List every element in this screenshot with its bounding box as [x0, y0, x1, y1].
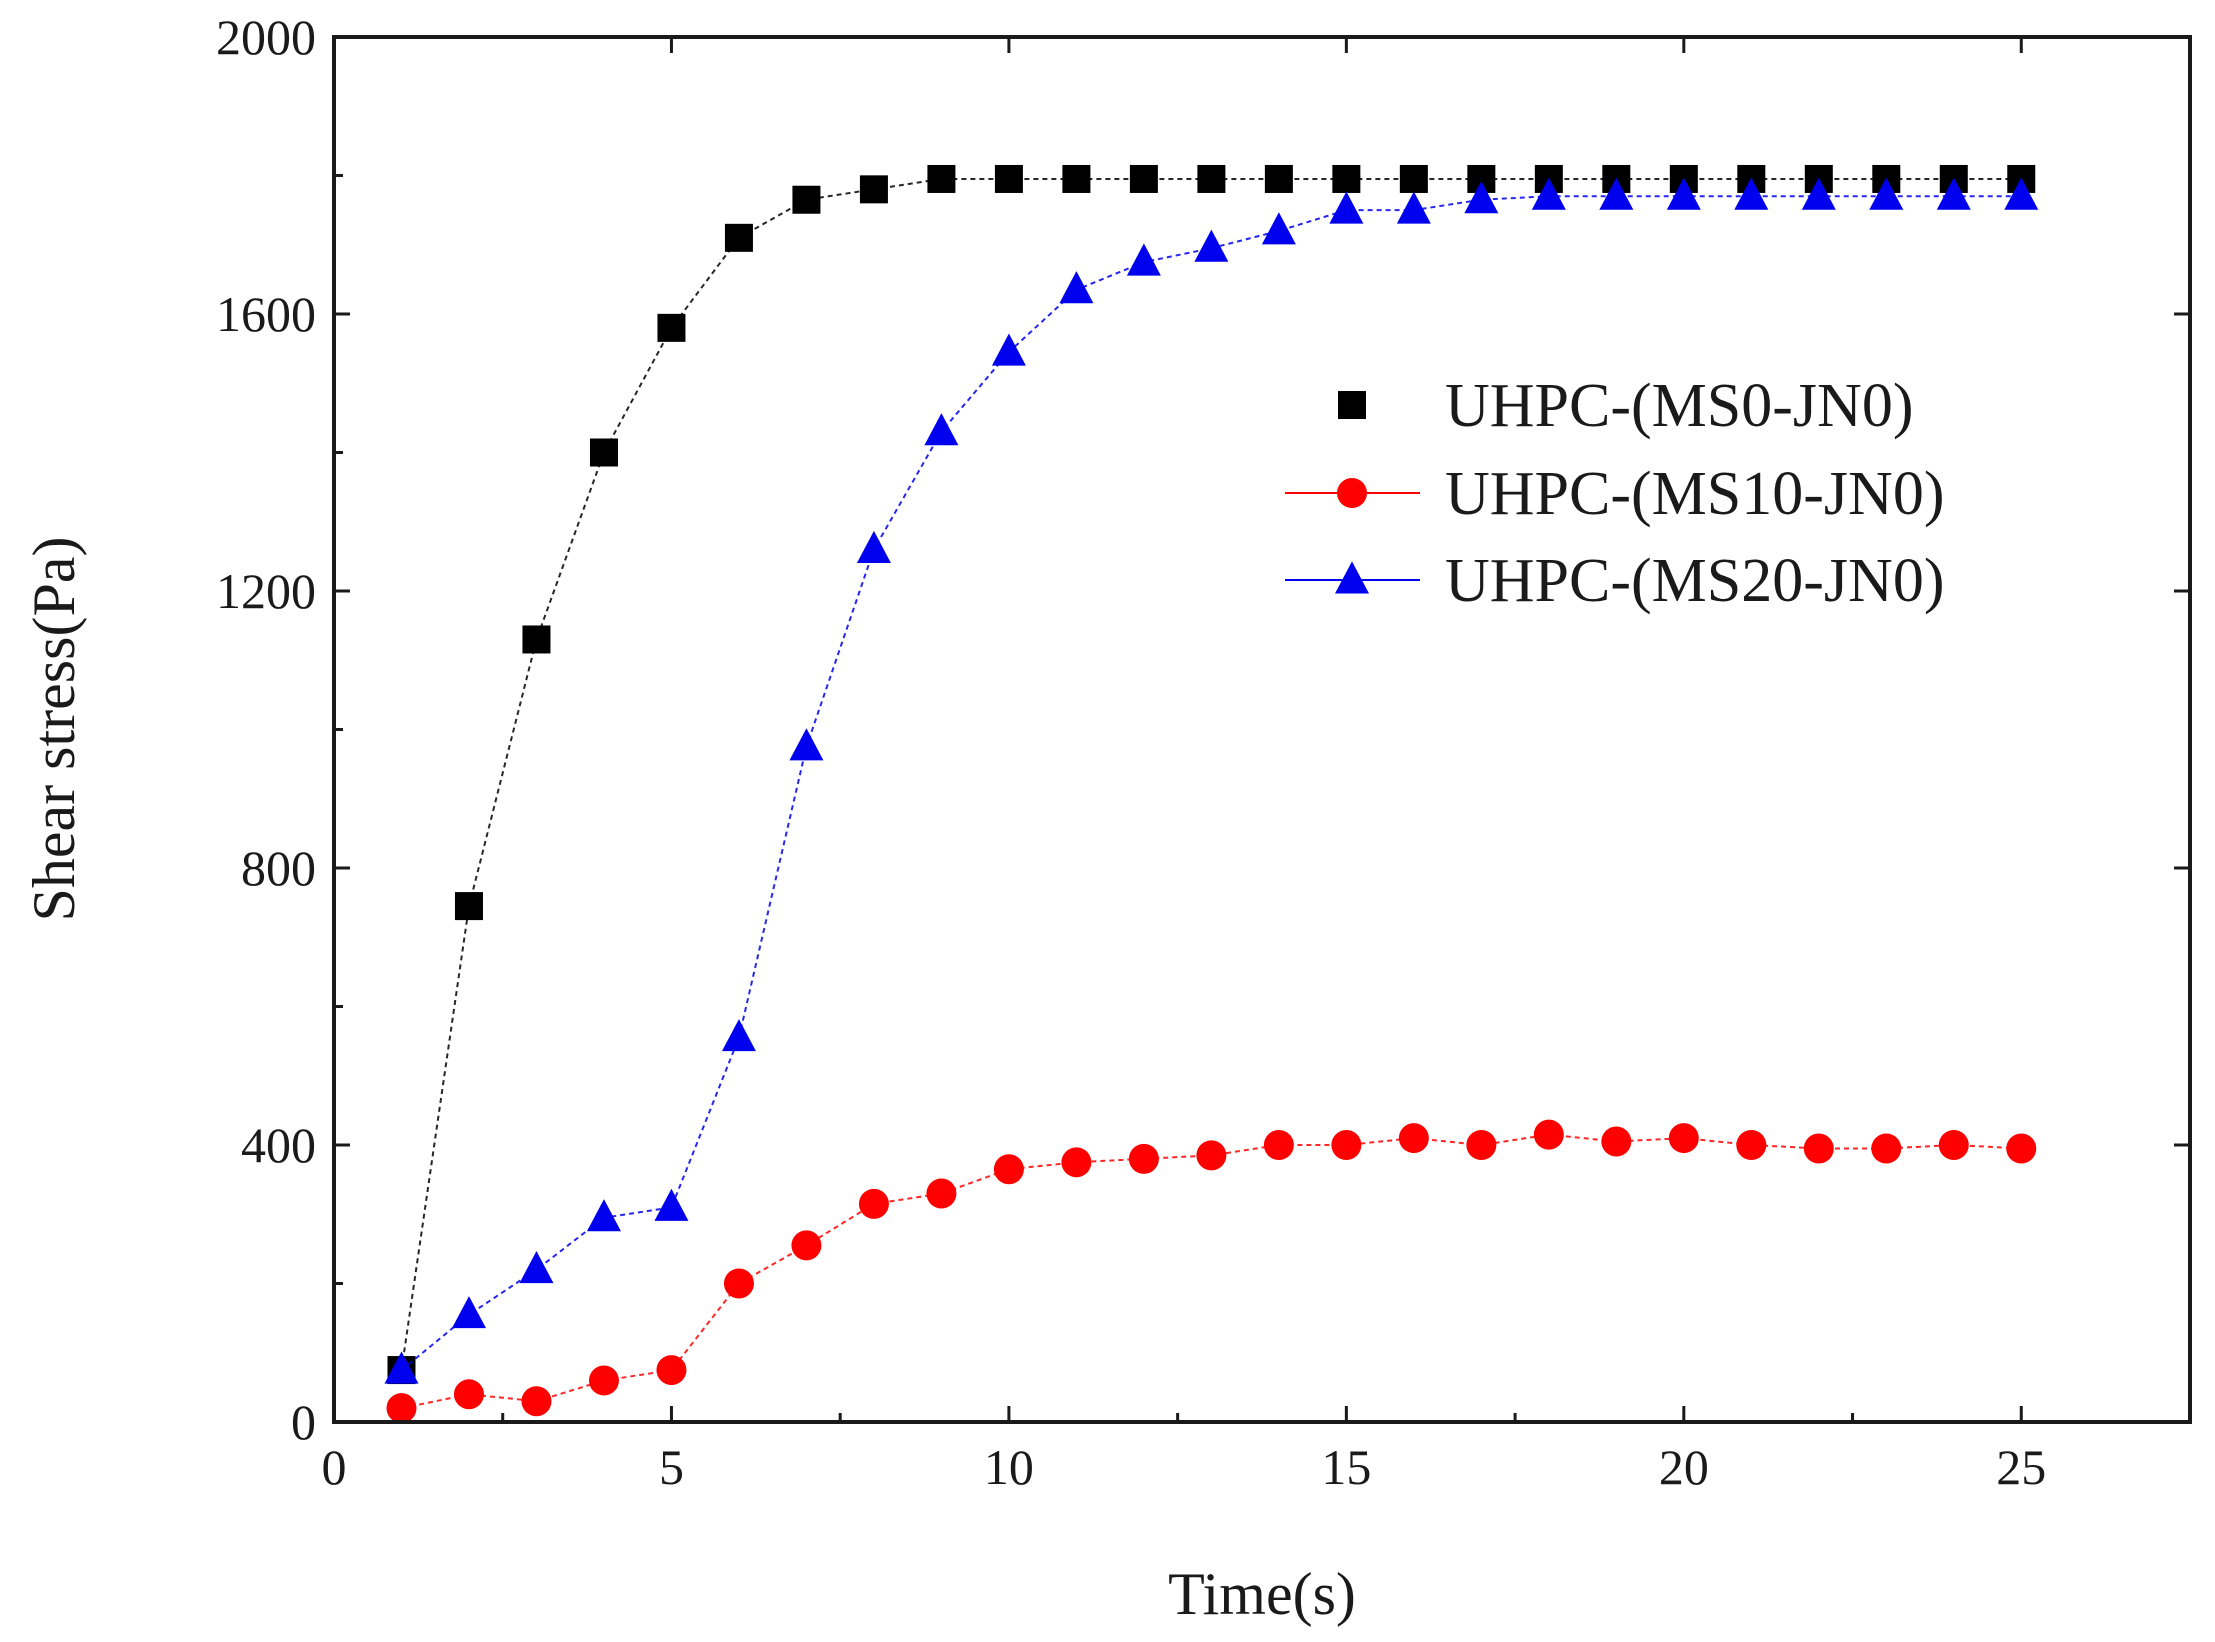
series-1-point-0	[386, 1393, 417, 1424]
series-2-point-1	[451, 1296, 486, 1329]
series-1-point-24	[2006, 1133, 2037, 1164]
series-2-point-22	[1869, 177, 1904, 210]
series-0-point-9	[994, 164, 1023, 193]
y-tick-label-1: 400	[241, 1117, 316, 1173]
series-1-point-21	[1803, 1133, 1834, 1164]
series-2-point-23	[1936, 177, 1971, 210]
y-tick-label-4: 1600	[216, 286, 316, 342]
series-1-point-5	[723, 1268, 754, 1299]
y-tick-label-3: 1200	[216, 563, 316, 619]
series-1-point-4	[656, 1355, 687, 1386]
series-2-point-11	[1126, 243, 1161, 276]
series-2	[384, 177, 2039, 1384]
legend: UHPC-(MS0-JN0) UHPC-(MS10-JN0) UHPC-(MS20-…	[1285, 372, 1944, 615]
series-2-point-15	[1396, 191, 1431, 224]
legend-marker-0	[1338, 391, 1366, 419]
series-1-point-6	[791, 1230, 822, 1261]
series-2-point-3	[586, 1199, 621, 1232]
legend-marker-1	[1337, 478, 1367, 508]
series-0-point-12	[1197, 164, 1226, 193]
y-tick-label-5: 2000	[216, 9, 316, 65]
series-1-point-8	[926, 1178, 957, 1209]
legend-label-2: UHPC-(MS20-JN0)	[1445, 547, 1944, 615]
series-1-point-2	[521, 1386, 552, 1417]
series-1-point-12	[1196, 1140, 1227, 1171]
series-0-point-11	[1129, 164, 1158, 193]
y-axis-title: Shear stress(Pa)	[21, 537, 87, 922]
ticks-layer: 0 5 10 15 20 25 0 400 800 1200 1600 2000	[216, 9, 2190, 1495]
series-2-point-4	[654, 1188, 689, 1221]
x-tick-label-2: 10	[984, 1439, 1034, 1495]
series-2-point-17	[1531, 177, 1566, 210]
series-2-point-16	[1464, 181, 1499, 214]
series-2-point-21	[1801, 177, 1836, 210]
series-0-point-1	[454, 892, 483, 921]
series-0-point-7	[859, 175, 888, 204]
series-2-point-5	[721, 1019, 756, 1052]
legend-item-0: UHPC-(MS0-JN0)	[1338, 372, 1913, 440]
x-tick-label-4: 20	[1659, 1439, 1709, 1495]
legend-item-1: UHPC-(MS10-JN0)	[1285, 460, 1944, 528]
series-2-point-12	[1194, 229, 1229, 262]
series-0-point-5	[724, 223, 753, 252]
series-0-point-13	[1264, 164, 1293, 193]
series-1-point-15	[1398, 1123, 1429, 1154]
series-0-point-6	[792, 185, 821, 214]
x-tick-label-1: 5	[659, 1439, 684, 1495]
series-2-point-6	[789, 728, 824, 761]
series-1-point-23	[1938, 1130, 1969, 1160]
series-0-point-10	[1062, 164, 1091, 193]
y-tick-label-0: 0	[291, 1394, 316, 1450]
series-1-point-9	[993, 1154, 1024, 1185]
series-1-point-10	[1061, 1147, 1092, 1178]
series-1-point-18	[1601, 1126, 1632, 1157]
legend-label-0: UHPC-(MS0-JN0)	[1445, 372, 1913, 440]
series-0-point-3	[589, 438, 618, 467]
x-tick-label-0: 0	[322, 1439, 347, 1495]
series-2-point-7	[856, 530, 891, 563]
series-2-point-14	[1329, 191, 1364, 224]
series-0-point-4	[657, 313, 686, 342]
series-0-point-14	[1332, 164, 1361, 193]
series-1-point-22	[1871, 1133, 1902, 1164]
series-1-point-19	[1668, 1123, 1699, 1154]
series-2-point-19	[1666, 177, 1701, 210]
series-1-point-17	[1533, 1119, 1564, 1150]
series-2-point-0	[384, 1351, 419, 1384]
series-1	[386, 1119, 2037, 1424]
x-tick-label-3: 15	[1321, 1439, 1371, 1495]
x-axis-title: Time(s)	[1168, 1561, 1356, 1627]
series-1-point-13	[1263, 1130, 1294, 1160]
series-1-point-1	[453, 1379, 484, 1410]
series-2-point-13	[1261, 212, 1296, 245]
series-1-point-3	[588, 1365, 619, 1396]
series-1-point-20	[1736, 1130, 1767, 1160]
series-0-point-2	[522, 625, 551, 654]
series-0-point-15	[1399, 164, 1428, 193]
series-0-point-8	[927, 164, 956, 193]
series-2-point-24	[2004, 177, 2039, 210]
series-layer	[384, 164, 2039, 1424]
legend-label-1: UHPC-(MS10-JN0)	[1445, 460, 1944, 528]
legend-item-2: UHPC-(MS20-JN0)	[1285, 547, 1944, 615]
y-tick-label-2: 800	[241, 840, 316, 896]
legend-marker-2	[1335, 561, 1369, 594]
series-1-point-11	[1128, 1143, 1159, 1174]
series-2-point-2	[519, 1251, 554, 1284]
series-2-point-20	[1734, 177, 1769, 210]
series-2-point-18	[1599, 177, 1634, 210]
series-1-point-14	[1331, 1130, 1362, 1160]
series-2-point-8	[924, 413, 959, 446]
x-tick-label-5: 25	[1996, 1439, 2046, 1495]
series-1-point-16	[1466, 1130, 1497, 1160]
series-2-point-9	[991, 333, 1026, 366]
series-2-point-10	[1059, 271, 1094, 304]
series-1-point-7	[858, 1188, 889, 1219]
